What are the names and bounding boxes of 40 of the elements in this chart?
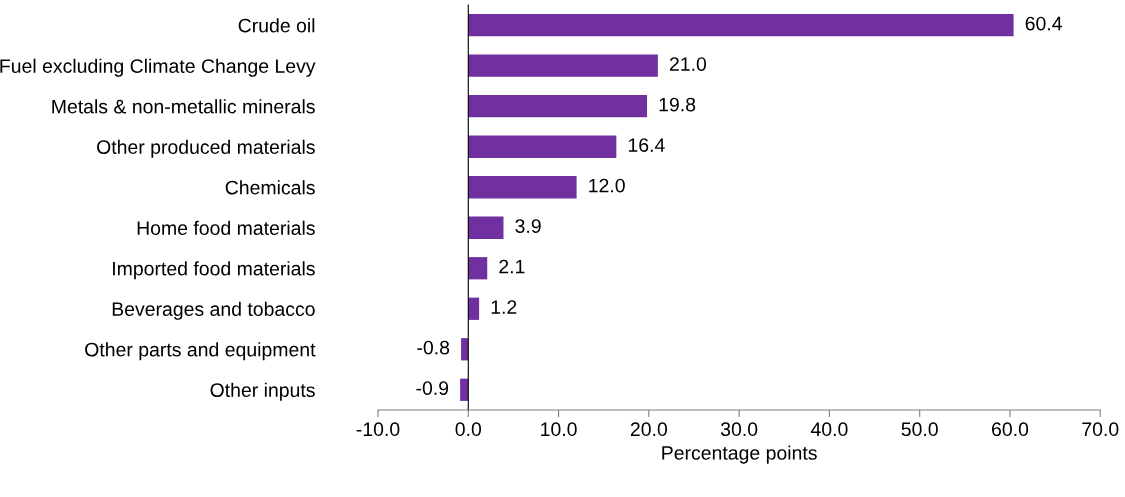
bar [468,14,1014,37]
bar [468,95,648,118]
data-label: 1.2 [491,300,517,314]
y-tick-label: Crude oil [238,18,315,33]
y-tick-label: Other produced materials [97,139,315,158]
x-tick-label: 10.0 [541,422,577,437]
bar [460,378,469,401]
data-label: 12.0 [589,178,625,193]
y-tick-label: Imported food materials [113,261,315,280]
y-tick-label: Other parts and equipment [85,342,316,361]
y-tick-label: Other inputs [210,382,315,401]
data-label: 2.1 [499,259,525,274]
bar [461,338,469,361]
x-tick-label: 70.0 [1082,422,1119,437]
bar [468,297,480,320]
data-label: 16.4 [628,138,665,152]
x-tick-label: 60.0 [992,422,1029,437]
data-label: 60.4 [1025,16,1062,31]
y-tick-label: Beverages and tobacco [112,301,315,320]
x-tick-label: -10.0 [356,422,400,437]
y-tick-label: Home food materials [137,220,315,235]
data-label: 19.8 [659,97,696,112]
x-tick-label: 0.0 [455,422,482,437]
data-label: -0.9 [416,381,449,395]
x-tick-label: 50.0 [901,422,938,437]
bar [468,257,488,280]
x-tick-label: 30.0 [720,422,758,437]
data-label: 3.9 [515,219,541,233]
x-tick-label: 40.0 [810,422,848,437]
x-axis-title: Percentage points [662,445,817,464]
data-label: 21.0 [669,57,707,71]
data-label: -0.8 [417,340,450,355]
y-tick-label: Fuel excluding Climate Change Levy [0,58,316,77]
bar [468,135,617,158]
x-tick-label: 20.0 [630,422,668,437]
bar [468,176,577,199]
bar [468,216,504,239]
y-tick-label: Metals & non-metallic minerals [52,99,315,114]
y-tick-label: Chemicals [225,180,315,195]
bar [468,54,658,77]
